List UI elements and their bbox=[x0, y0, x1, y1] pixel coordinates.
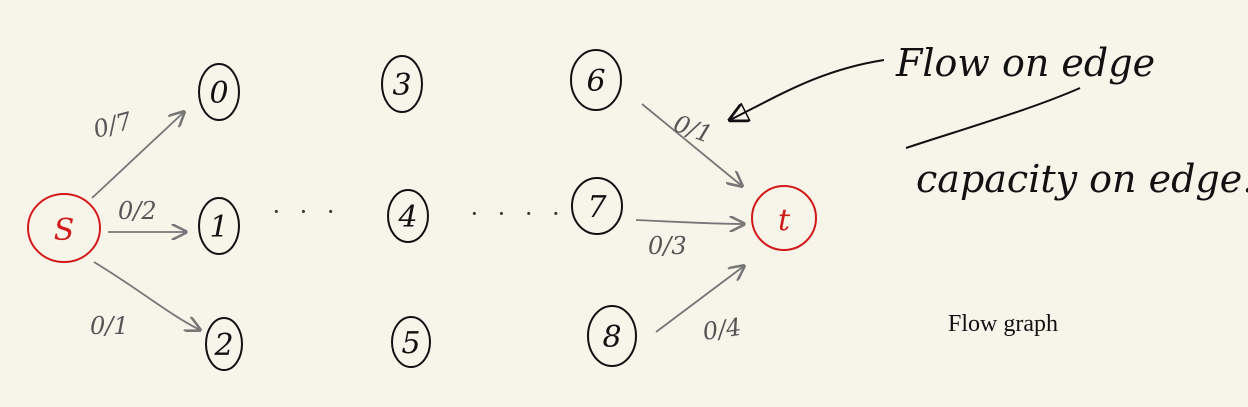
node-label-2: 2 bbox=[213, 328, 233, 363]
annotations: Flow on edge capacity on edge. bbox=[730, 41, 1248, 201]
node-1: 1 bbox=[198, 197, 240, 255]
edge-s-0 bbox=[91, 112, 184, 199]
ellipsis-2: · · · · bbox=[470, 199, 566, 228]
node-label-0: 0 bbox=[209, 76, 228, 111]
node-8: 8 bbox=[587, 305, 637, 367]
flow-pointer-arrow bbox=[730, 59, 885, 120]
edge-label-7-t: 0/3 bbox=[648, 232, 687, 260]
edge-label-8-t: 0/4 bbox=[701, 313, 743, 346]
edge-label-s-1: 0/2 bbox=[118, 197, 157, 225]
edge-s-2 bbox=[93, 261, 200, 330]
node-t: t bbox=[751, 185, 817, 251]
node-label-t: t bbox=[778, 203, 791, 238]
nodes: S t 0 1 2 3 bbox=[27, 49, 817, 371]
node-3: 3 bbox=[381, 55, 423, 113]
capacity-annotation: capacity on edge. bbox=[916, 157, 1248, 201]
edge-label-s-0: 0/7 bbox=[90, 107, 135, 144]
node-0: 0 bbox=[198, 63, 240, 121]
node-label-7: 7 bbox=[587, 190, 607, 225]
edge-label-6-t: 0/1 bbox=[670, 109, 716, 149]
node-s: S bbox=[27, 193, 101, 263]
node-label-s: S bbox=[54, 213, 75, 248]
capacity-pointer-line bbox=[905, 87, 1081, 149]
edge-8-t bbox=[655, 266, 744, 333]
diagram-caption: Flow graph bbox=[948, 311, 1058, 337]
ellipsis-1: · · · bbox=[272, 197, 341, 226]
node-label-1: 1 bbox=[209, 210, 228, 245]
node-2: 2 bbox=[205, 317, 243, 371]
node-7: 7 bbox=[571, 177, 623, 235]
edge-6-t bbox=[641, 103, 742, 186]
node-5: 5 bbox=[391, 316, 431, 368]
edge-7-t bbox=[635, 220, 744, 224]
edges bbox=[91, 103, 744, 333]
node-label-6: 6 bbox=[586, 64, 605, 99]
node-label-4: 4 bbox=[397, 200, 417, 235]
node-4: 4 bbox=[387, 189, 429, 243]
edge-label-s-2: 0/1 bbox=[90, 312, 129, 340]
node-label-8: 8 bbox=[602, 320, 621, 355]
node-label-3: 3 bbox=[392, 68, 411, 103]
node-6: 6 bbox=[570, 49, 622, 111]
flow-annotation: Flow on edge bbox=[895, 41, 1155, 85]
node-label-5: 5 bbox=[401, 326, 420, 361]
